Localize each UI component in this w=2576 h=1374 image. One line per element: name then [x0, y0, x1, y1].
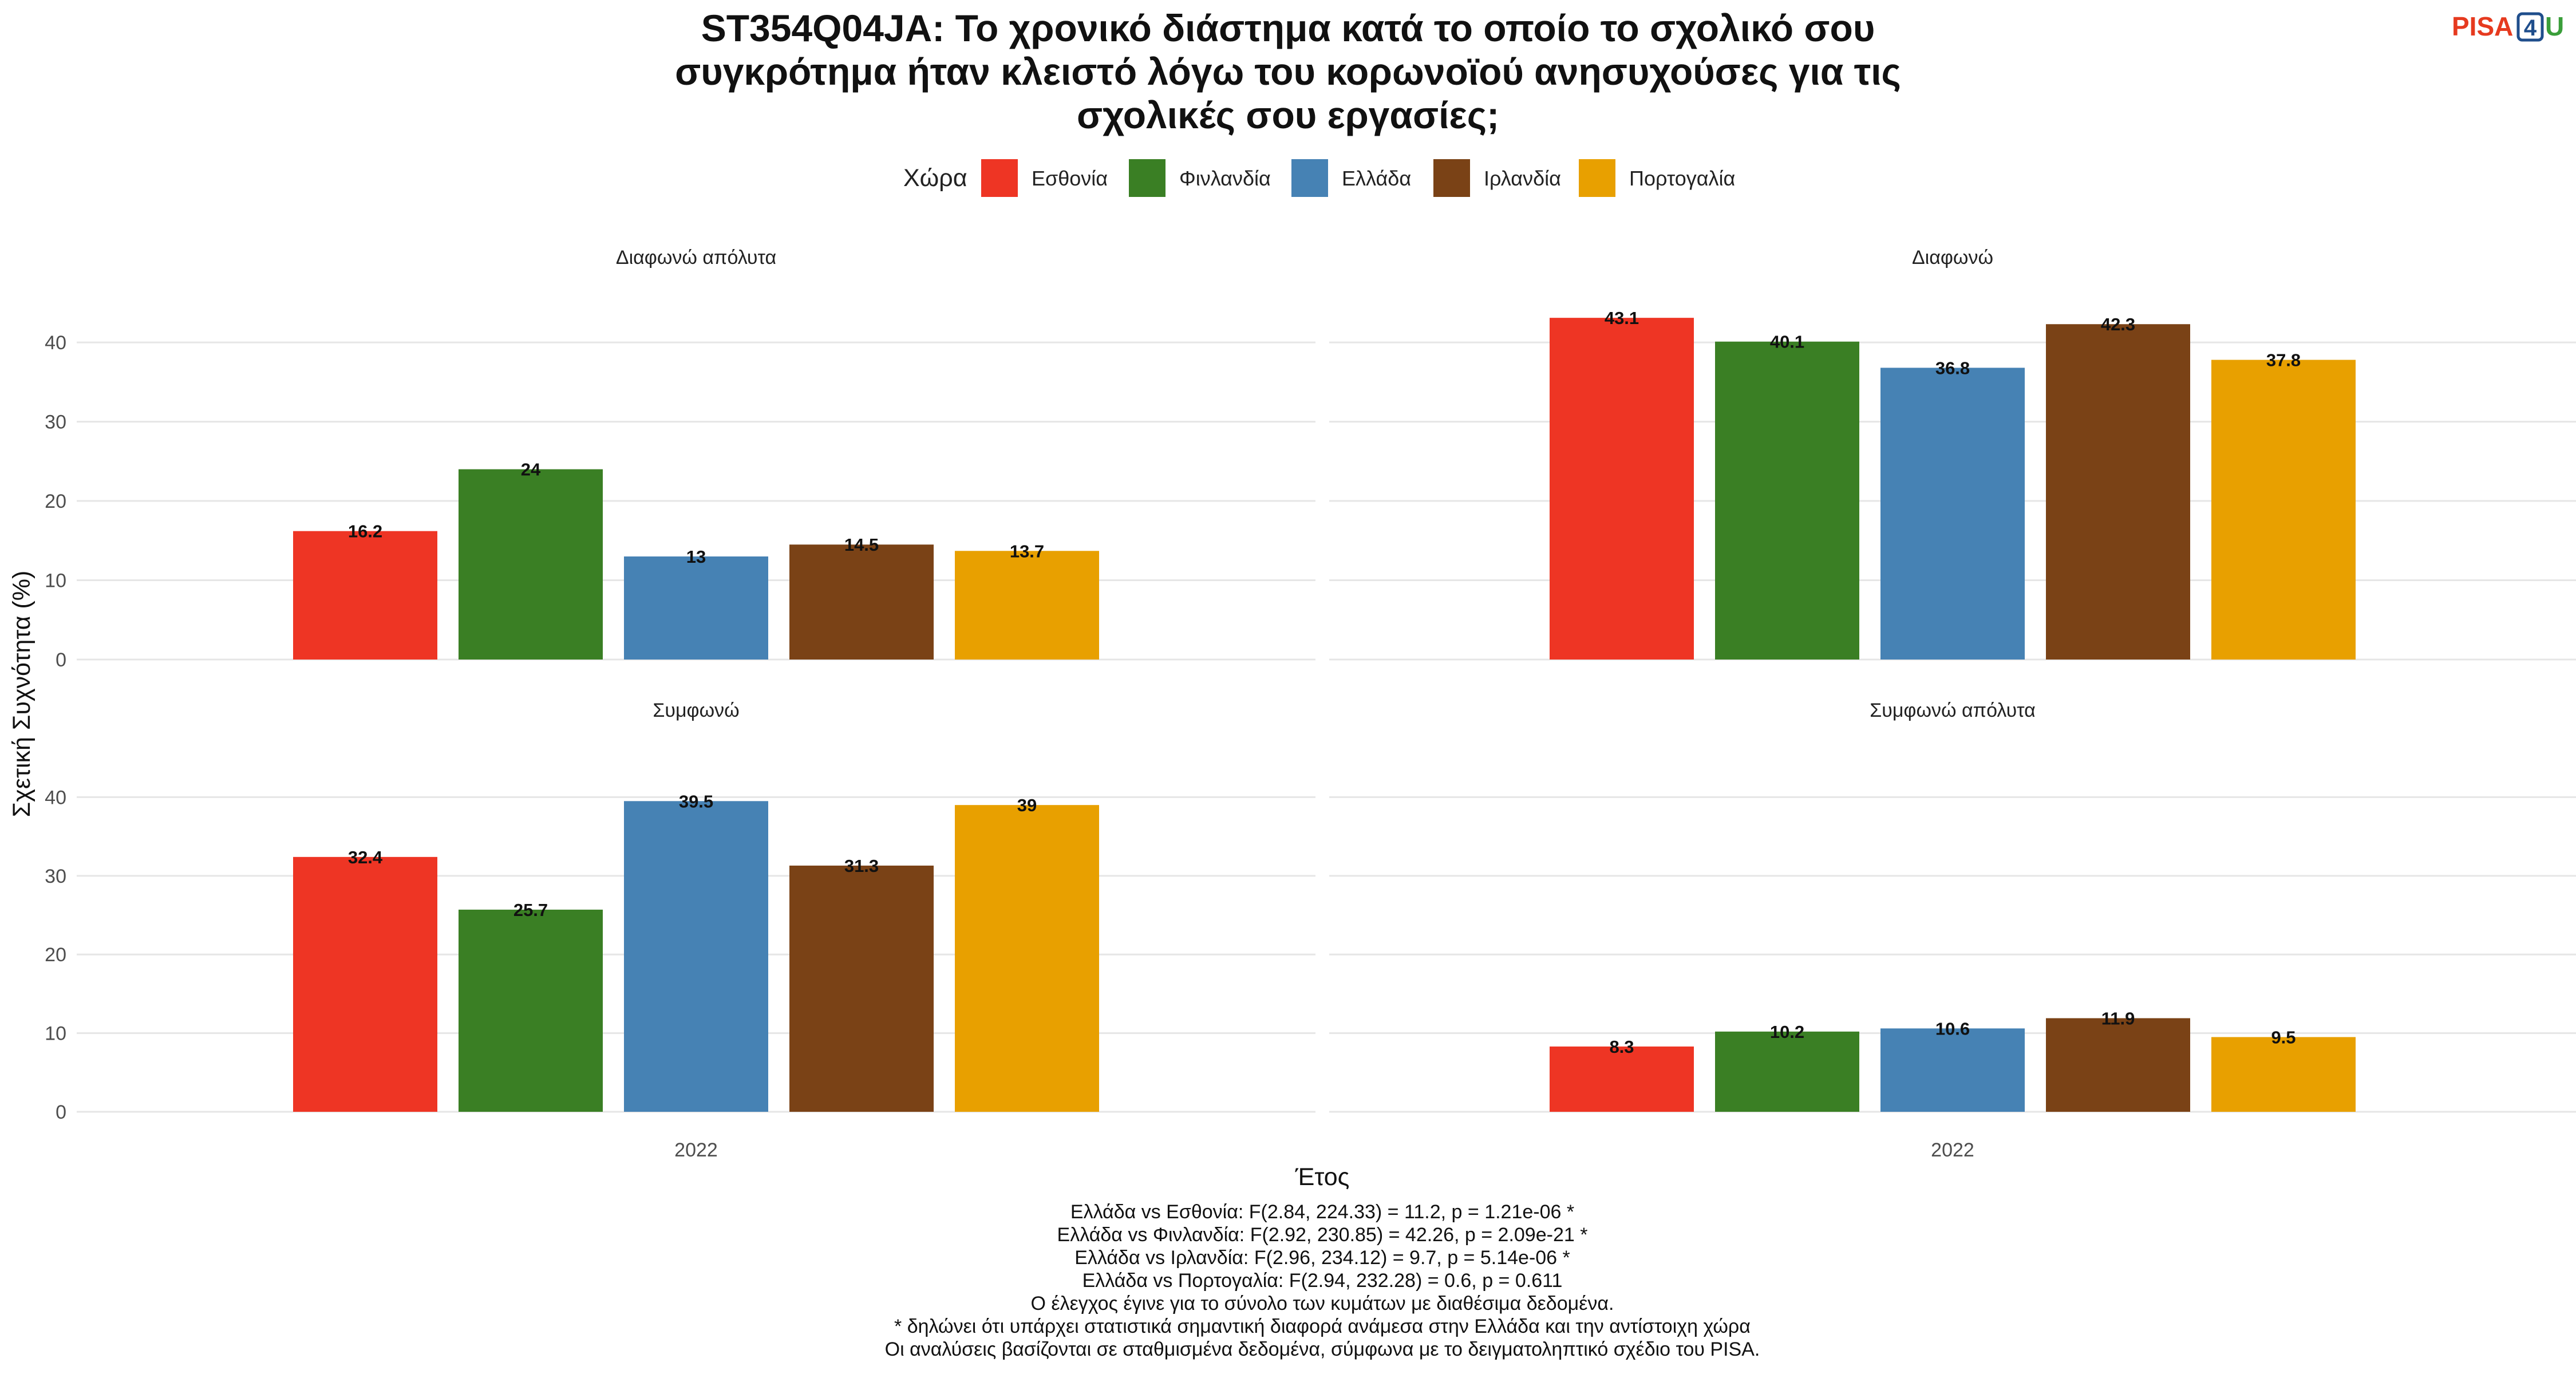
- bar-value-label-2-2: 39.5: [679, 791, 713, 811]
- legend: Χώρα Εσθονία Φινλανδία Ελλάδα Ιρλανδία Πορτο…: [903, 159, 1735, 197]
- facet-panel-3: Συμφωνώ απόλυτα 8.3 10.2 10.6 11.9 9.5 2022: [1329, 700, 2576, 1161]
- bar-value-label-2-0: 32.4: [348, 847, 383, 867]
- y-tick-label-2-3: 30: [45, 866, 66, 887]
- bar-value-label-1-0: 43.1: [1605, 308, 1639, 328]
- y-tick-label-0-0: 0: [56, 649, 66, 671]
- bar-value-label-2-4: 39: [1017, 795, 1037, 815]
- y-tick-label-0-2: 20: [45, 491, 66, 512]
- bar-2-0: [293, 856, 437, 1112]
- legend-swatch-3: [1433, 159, 1470, 197]
- legend-title: Χώρα: [903, 164, 967, 192]
- legend-label-1: Φινλανδία: [1179, 167, 1271, 190]
- y-tick-label-0-3: 30: [45, 412, 66, 433]
- bar-value-label-3-3: 11.9: [2101, 1009, 2135, 1029]
- logo-four-text: 4: [2524, 15, 2537, 41]
- legend-label-4: Πορτογαλία: [1629, 167, 1735, 190]
- logo-u-text: U: [2545, 11, 2564, 41]
- footnote-line-6: Οι αναλύσεις βασίζονται σε σταθμισμένα δ…: [885, 1339, 1760, 1360]
- bar-1-1: [1715, 341, 1859, 660]
- facet-strip-label-1: Διαφωνώ: [1912, 247, 1993, 269]
- y-tick-label-2-1: 10: [45, 1023, 66, 1045]
- bar-value-label-0-4: 13.7: [1010, 541, 1044, 561]
- bar-value-label-2-1: 25.7: [513, 900, 548, 920]
- chart-title-line-3: σχολικές σου εργασίες;: [1077, 94, 1499, 136]
- bar-value-label-1-4: 37.8: [2266, 350, 2301, 370]
- bar-2-2: [624, 801, 768, 1112]
- footnote-line-5: * δηλώνει ότι υπάρχει στατιστικά σημαντι…: [894, 1316, 1751, 1337]
- footnote-line-3: Ελλάδα vs Πορτογαλία: F(2.94, 232.28) = …: [1082, 1270, 1563, 1292]
- facet-strip-label-0: Διαφωνώ απόλυτα: [616, 247, 776, 269]
- legend-label-0: Εσθονία: [1032, 167, 1108, 190]
- bar-3-0: [1550, 1046, 1694, 1112]
- bar-value-label-1-3: 42.3: [2101, 314, 2135, 334]
- bar-0-0: [293, 531, 437, 660]
- facet-panel-0: Διαφωνώ απόλυτα 0 10 20 30 40 16.2 24 13 14.5 13.7: [45, 247, 1315, 671]
- bar-0-4: [955, 551, 1099, 660]
- logo-pisa-text: PISA: [2452, 11, 2513, 41]
- footnotes: Ελλάδα vs Εσθονία: F(2.84, 224.33) = 11.…: [885, 1201, 1760, 1360]
- logo-four-box: [2516, 12, 2544, 42]
- y-axis-title: Σχετική Συχνότητα (%): [8, 571, 35, 818]
- facet-panel-2: Συμφωνώ 0 10 20 30 40 32.4 25.7 39.5 31.3 39 2022: [45, 700, 1315, 1161]
- bar-1-3: [2046, 324, 2190, 660]
- bar-value-label-3-0: 8.3: [1609, 1037, 1634, 1057]
- facet-strip-label-2: Συμφωνώ: [653, 700, 739, 721]
- footnote-line-1: Ελλάδα vs Φινλανδία: F(2.92, 230.85) = 4…: [1057, 1224, 1588, 1246]
- footnote-line-2: Ελλάδα vs Ιρλανδία: F(2.96, 234.12) = 9.…: [1074, 1247, 1570, 1269]
- legend-swatch-1: [1129, 159, 1165, 197]
- footnote-line-4: Ο έλεγχος έγινε για το σύνολο των κυμάτω…: [1031, 1293, 1614, 1314]
- legend-label-3: Ιρλανδία: [1484, 167, 1561, 190]
- bar-2-1: [459, 909, 603, 1112]
- y-tick-label-2-0: 0: [56, 1101, 66, 1123]
- bar-1-2: [1880, 368, 2025, 660]
- bar-value-label-3-2: 10.6: [1935, 1018, 1970, 1039]
- y-tick-label-0-4: 40: [45, 332, 66, 354]
- y-tick-label-2-2: 20: [45, 944, 66, 966]
- legend-swatch-4: [1579, 159, 1615, 197]
- legend-swatch-0: [981, 159, 1018, 197]
- bar-2-4: [955, 805, 1099, 1112]
- legend-label-2: Ελλάδα: [1342, 167, 1411, 190]
- bar-value-label-2-3: 31.3: [844, 856, 879, 876]
- bar-value-label-0-2: 13: [686, 547, 706, 567]
- legend-swatch-2: [1291, 159, 1328, 197]
- bar-0-1: [459, 469, 603, 660]
- bar-value-label-0-3: 14.5: [844, 535, 879, 555]
- x-axis-title: Έτος: [1295, 1163, 1350, 1191]
- bar-2-3: [789, 865, 934, 1112]
- bar-value-label-3-4: 9.5: [2271, 1027, 2296, 1047]
- bar-0-2: [624, 556, 768, 660]
- chart-title-line-1: ST354Q04JA: Το χρονικό διάστημα κατά το …: [701, 7, 1875, 49]
- facet-panel-1: Διαφωνώ 43.1 40.1 36.8 42.3 37.8: [1329, 247, 2576, 661]
- chart-title: ST354Q04JA: Το χρονικό διάστημα κατά το …: [675, 7, 1901, 136]
- x-tick-label-2: 2022: [674, 1139, 718, 1161]
- bar-value-label-1-1: 40.1: [1770, 332, 1804, 352]
- footnote-line-0: Ελλάδα vs Εσθονία: F(2.84, 224.33) = 11.…: [1070, 1201, 1574, 1223]
- bar-1-0: [1550, 318, 1694, 660]
- facet-strip-label-3: Συμφωνώ απόλυτα: [1870, 700, 2036, 721]
- y-tick-label-2-4: 40: [45, 787, 66, 808]
- bar-1-4: [2211, 360, 2356, 660]
- bar-0-3: [789, 544, 934, 660]
- bar-3-4: [2211, 1037, 2356, 1112]
- bar-3-2: [1880, 1028, 2025, 1112]
- pisa4u-logo: PISA 4 U: [2452, 11, 2564, 42]
- bar-value-label-0-1: 24: [521, 460, 541, 480]
- y-tick-label-0-1: 10: [45, 570, 66, 592]
- bar-value-label-0-0: 16.2: [348, 522, 382, 542]
- chart-title-line-2: συγκρότημα ήταν κλειστό λόγω του κορωνοϊ…: [675, 50, 1901, 93]
- bar-value-label-3-1: 10.2: [1770, 1022, 1804, 1042]
- plot-area: Διαφωνώ απόλυτα 0 10 20 30 40 16.2 24 13 14.5 13.7…: [45, 247, 2576, 1161]
- bar-3-1: [1715, 1031, 1859, 1112]
- x-tick-label-3: 2022: [1931, 1139, 1974, 1161]
- bar-value-label-1-2: 36.8: [1935, 358, 1970, 378]
- bar-3-3: [2046, 1018, 2190, 1112]
